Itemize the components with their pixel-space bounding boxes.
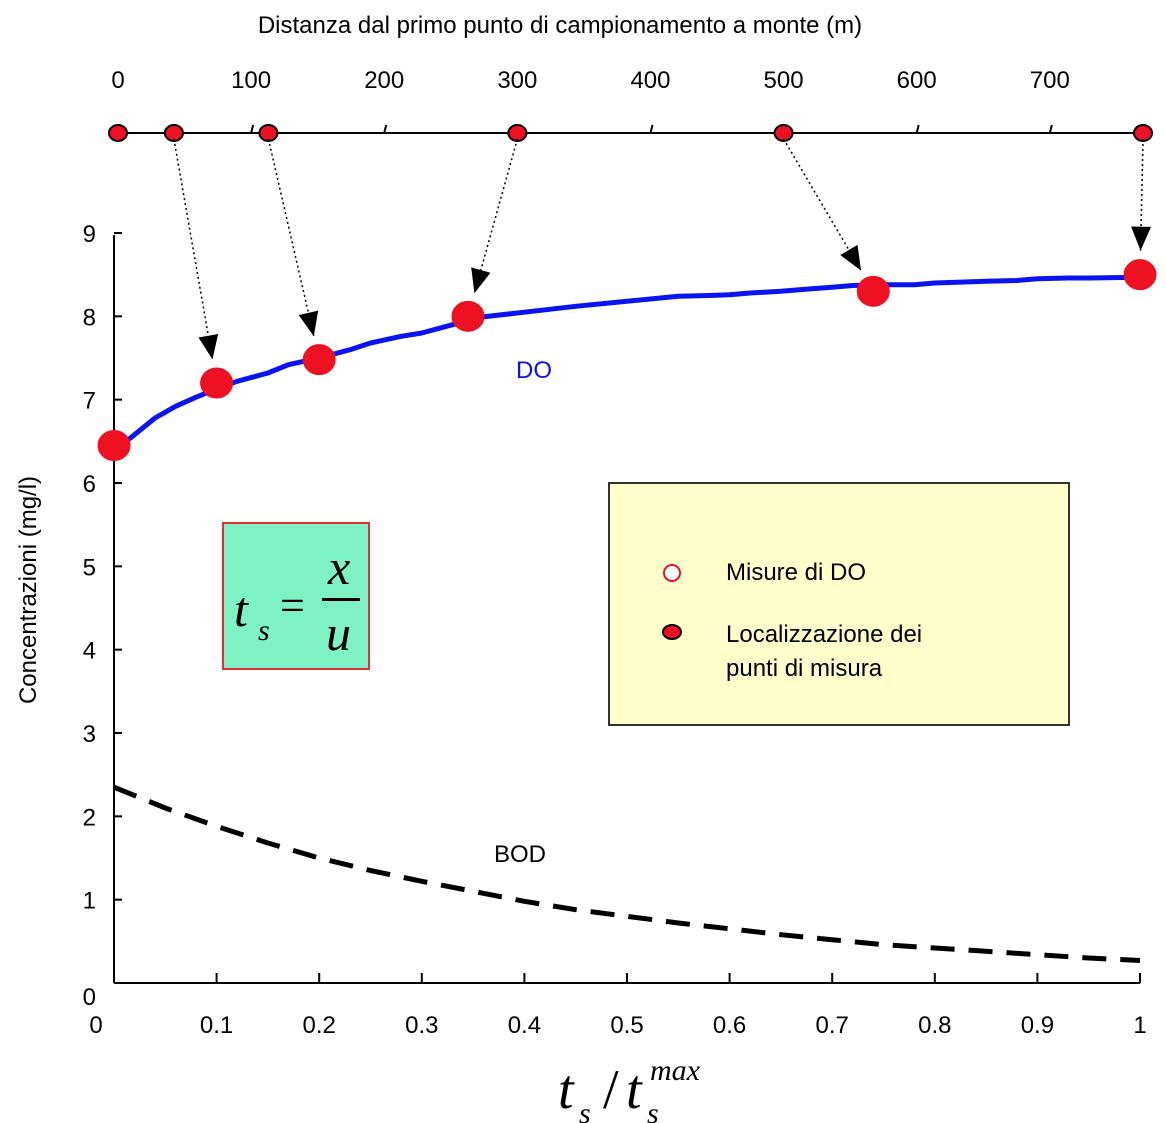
connector-arrow <box>267 138 315 337</box>
sampling-point-marker <box>163 124 184 142</box>
top-tick <box>383 124 388 134</box>
y-tick-label: 8 <box>83 304 96 331</box>
y-tick-label: 2 <box>83 804 96 831</box>
do-measurement-marker <box>1123 259 1157 291</box>
formula-fraction-bar <box>322 598 360 601</box>
x-axis-title-base2: t <box>626 1059 643 1121</box>
series-line-bod <box>113 784 1141 963</box>
top-tick <box>250 124 255 134</box>
x-tick-label: 0.7 <box>816 1012 849 1039</box>
do-series-label: DO <box>516 357 552 384</box>
x-tick-label: 0 <box>89 1012 102 1039</box>
filled-circle-icon <box>650 618 686 646</box>
top-tick <box>649 124 654 134</box>
legend-label-line1: Localizzazione dei <box>726 621 923 648</box>
main-axes: 0 0.1 0.2 0.3 0.4 0.5 0.6 0.7 0.8 0.9 1 0 1 2 3 4 5 6 7 8 9 <box>83 221 1147 1039</box>
x-tick-label: 0.8 <box>918 1012 951 1039</box>
sampling-point-marker <box>258 124 279 142</box>
legend-label-do-measures: Misure di DO <box>726 559 867 586</box>
do-measurement-marker <box>97 430 131 461</box>
formula-numerator: x <box>328 539 351 595</box>
x-axis-title-slash: / <box>603 1059 619 1121</box>
x-tick-label: 0.2 <box>303 1012 336 1039</box>
y-tick-label: 1 <box>83 888 96 915</box>
y-tick-label: 3 <box>83 721 96 748</box>
sampling-point-marker <box>507 124 528 142</box>
open-circle-icon <box>650 556 686 584</box>
top-axis: 0 100 200 300 400 500 600 700 <box>108 67 1153 142</box>
x-axis-title-sup: max <box>650 1054 701 1087</box>
y-tick-label: 7 <box>83 388 96 415</box>
formula-lhs: t <box>234 581 248 637</box>
arrowhead <box>1131 226 1152 251</box>
x-tick-label: 1 <box>1133 1012 1146 1039</box>
legend-entry-sampling-points: Localizzazione dei punti di misura <box>650 618 922 686</box>
formula-lhs-sub: s <box>258 614 270 647</box>
formula-denominator: u <box>326 605 351 661</box>
arrowhead <box>840 244 862 271</box>
y-tick-label: 9 <box>83 221 96 248</box>
top-tick <box>1048 124 1053 134</box>
top-tick-label: 100 <box>231 67 271 94</box>
y-tick-label: 4 <box>83 638 96 665</box>
top-tick <box>915 124 920 134</box>
x-tick-label: 0.6 <box>713 1012 746 1039</box>
connector-arrow <box>473 138 519 294</box>
legend-label-sampling-points: Localizzazione dei punti di misura <box>726 618 922 686</box>
arrowhead <box>471 267 491 294</box>
formula-equals: = <box>280 581 305 630</box>
series <box>113 274 1141 963</box>
x-axis-title-base: t <box>558 1059 575 1121</box>
bod-series-label: BOD <box>494 841 546 868</box>
y-tick-label: 5 <box>83 554 96 581</box>
legend-label-line2: punti di misura <box>726 655 883 682</box>
legend: Misure di DO Localizzazione dei punti di… <box>608 482 1070 726</box>
x-tick-label: 0.9 <box>1021 1012 1054 1039</box>
do-measurement-marker <box>200 367 234 399</box>
do-measurement-marker <box>856 275 890 307</box>
x-axis-title: t s / t s max <box>558 1054 701 1123</box>
x-axis-title-sub: s <box>579 1097 591 1123</box>
sampling-point-marker <box>1133 124 1153 142</box>
do-measurement-marker <box>451 300 485 332</box>
x-tick-label: 0.4 <box>508 1012 541 1039</box>
arrowhead <box>198 333 219 360</box>
y-axis-title: Concentrazioni (mg/l) <box>15 476 42 704</box>
arrowhead <box>298 310 319 337</box>
x-tick-label: 0.1 <box>200 1012 233 1039</box>
top-axis-title: Distanza dal primo punto di campionament… <box>258 12 862 39</box>
y-tick-label: 0 <box>83 984 96 1011</box>
series-line-do <box>122 274 1141 445</box>
formula-box: t s = x u <box>222 522 370 670</box>
top-tick-label: 200 <box>364 67 404 94</box>
y-tick-label: 6 <box>83 471 96 498</box>
connector-arrow <box>782 138 862 272</box>
top-tick-label: 500 <box>764 67 804 94</box>
legend-entry-do-measures: Misure di DO <box>650 556 866 590</box>
top-tick-label: 0 <box>111 67 124 94</box>
do-measurement-markers <box>97 259 1157 461</box>
top-tick-label: 600 <box>897 67 937 94</box>
x-tick-label: 0.5 <box>610 1012 643 1039</box>
connector-arrow <box>1139 138 1144 251</box>
connector-arrow <box>173 138 214 360</box>
x-axis-title-sub2: s <box>647 1097 659 1123</box>
sampling-point-marker <box>773 124 794 142</box>
connector-arrows <box>173 138 1152 360</box>
top-tick-label: 400 <box>630 67 670 94</box>
top-tick-label: 300 <box>497 67 537 94</box>
sampling-point-marker <box>108 124 128 142</box>
do-measurement-marker <box>302 344 336 376</box>
x-tick-label: 0.3 <box>405 1012 438 1039</box>
top-tick-label: 700 <box>1030 67 1070 94</box>
